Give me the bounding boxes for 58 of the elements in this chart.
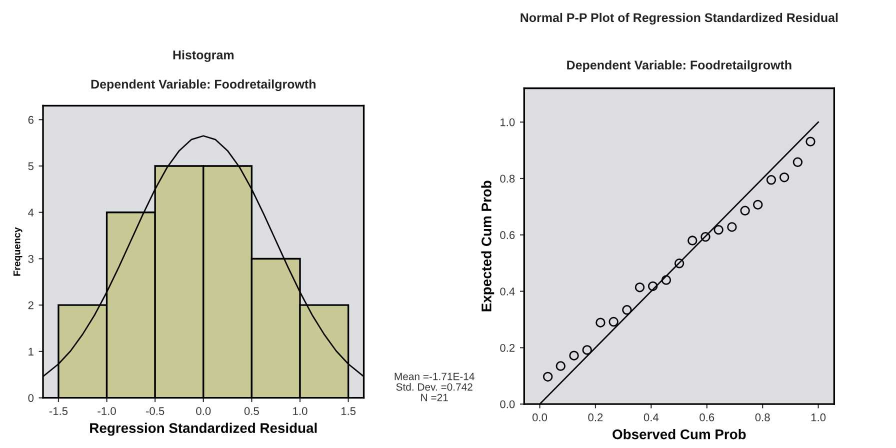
x-tick-label: 1.0: [811, 413, 826, 422]
x-tick-label: 0.0: [532, 413, 548, 422]
x-tick-label: 0.5: [244, 407, 259, 416]
x-tick-label: -1.5: [49, 407, 68, 416]
point: [714, 224, 724, 235]
point: [766, 175, 776, 185]
chart-subtitle: Dependent Variable: Foodretailgrowth: [91, 79, 316, 92]
chart-subtitle: Dependent Variable: Foodretailgrowth: [567, 60, 792, 72]
point: [596, 318, 606, 328]
point: [700, 232, 710, 242]
x-tick-label: 1.5: [341, 407, 356, 416]
point: [634, 282, 645, 292]
point: [806, 136, 816, 146]
y-tick-label: 1.0: [500, 118, 515, 126]
text: N =21: [421, 394, 448, 402]
point: [622, 305, 632, 315]
y-tick-label: 1: [28, 348, 34, 356]
x-axis-title: Regression Standardized Residual: [90, 422, 317, 436]
point: [661, 275, 672, 285]
x-tick-label: 0.6: [700, 413, 714, 422]
y-tick-label: 0.6: [500, 231, 515, 240]
point: [608, 316, 618, 327]
point: [727, 222, 737, 232]
point: [542, 372, 553, 382]
y-tick-label: 0.2: [500, 344, 515, 352]
text: Mean =-1.71E-14: [394, 372, 474, 380]
x-axis-title: Observed Cum Prob: [612, 429, 746, 440]
x-tick-label: -0.5: [146, 407, 164, 416]
x-tick-label: 0.2: [588, 413, 603, 422]
point: [740, 206, 750, 216]
y-tick-label: 2: [28, 301, 34, 310]
point: [688, 236, 698, 246]
y-axis-title: Expected Cum Prob: [481, 180, 494, 312]
x-tick-label: -1.0: [98, 407, 116, 416]
y-tick-label: 0.8: [500, 174, 515, 183]
point: [569, 350, 579, 360]
point: [556, 361, 566, 371]
y-tick-label: 4: [28, 208, 34, 216]
y-tick-label: 3: [28, 255, 34, 263]
y-axis-title: Frequency: [14, 227, 22, 276]
point: [792, 157, 803, 167]
point: [648, 281, 658, 292]
y-tick-label: 6: [28, 116, 34, 124]
x-tick-label: 0.4: [644, 413, 659, 422]
y-tick-label: 0: [28, 394, 34, 402]
point: [752, 200, 763, 210]
point: [582, 345, 592, 355]
y-tick-label: 0.0: [500, 400, 515, 408]
text: Std. Dev. =0.742: [396, 383, 472, 391]
point: [779, 172, 790, 182]
chart-title: Normal P-P Plot of Regression Standardized Residual: [520, 12, 838, 25]
x-tick-label: 0.0: [196, 407, 211, 416]
y-tick-label: 5: [28, 162, 34, 170]
y-tick-label: 0.4: [500, 288, 515, 296]
x-tick-label: 1.0: [293, 407, 308, 416]
point: [674, 258, 684, 268]
x-tick-label: 0.8: [755, 413, 770, 422]
chart-title: Histogram: [173, 50, 234, 62]
